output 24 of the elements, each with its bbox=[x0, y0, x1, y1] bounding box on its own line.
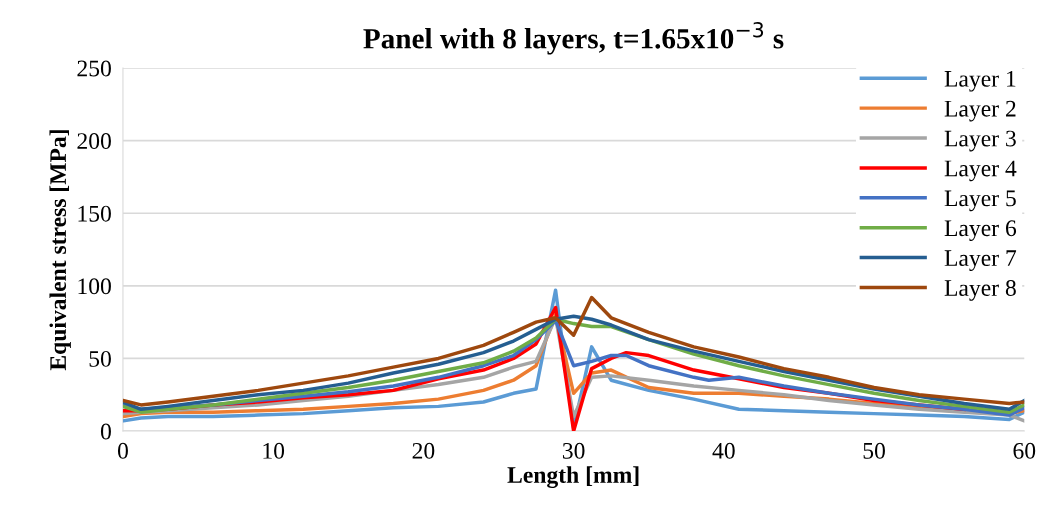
legend-label: Layer 7 bbox=[944, 250, 1017, 271]
chart-title: Panel with 8 layers, t=1.65x10$^{−3}$ s bbox=[363, 21, 784, 55]
y-tick-label: 150 bbox=[78, 205, 111, 222]
legend-label: Layer 1 bbox=[944, 70, 1016, 92]
legend-label: Layer 2 bbox=[944, 100, 1016, 122]
x-tick-label: 40 bbox=[712, 442, 735, 459]
y-axis-title: Equivalent stress [MPa] bbox=[49, 130, 71, 371]
x-tick-label: 60 bbox=[1013, 442, 1036, 459]
x-tick-label: 20 bbox=[412, 442, 435, 459]
y-tick-label: 200 bbox=[77, 133, 111, 150]
x-tick-label: 50 bbox=[863, 442, 885, 459]
x-axis-title: Length [mm] bbox=[507, 466, 639, 488]
legend-label: Layer 8 bbox=[944, 280, 1016, 301]
x-tick-label: 0 bbox=[117, 442, 128, 459]
legend-label: Layer 6 bbox=[944, 220, 1017, 242]
y-tick-label: 0 bbox=[100, 423, 111, 440]
legend-label: Layer 3 bbox=[944, 130, 1016, 152]
legend-label: Layer 4 bbox=[944, 160, 1017, 182]
y-tick-label: 100 bbox=[78, 278, 111, 295]
y-tick-label: 50 bbox=[89, 350, 111, 367]
x-tick-label: 30 bbox=[562, 442, 585, 459]
legend-label: Layer 5 bbox=[944, 190, 1016, 212]
x-tick-label: 10 bbox=[263, 442, 285, 459]
y-tick-label: 250 bbox=[77, 60, 111, 77]
